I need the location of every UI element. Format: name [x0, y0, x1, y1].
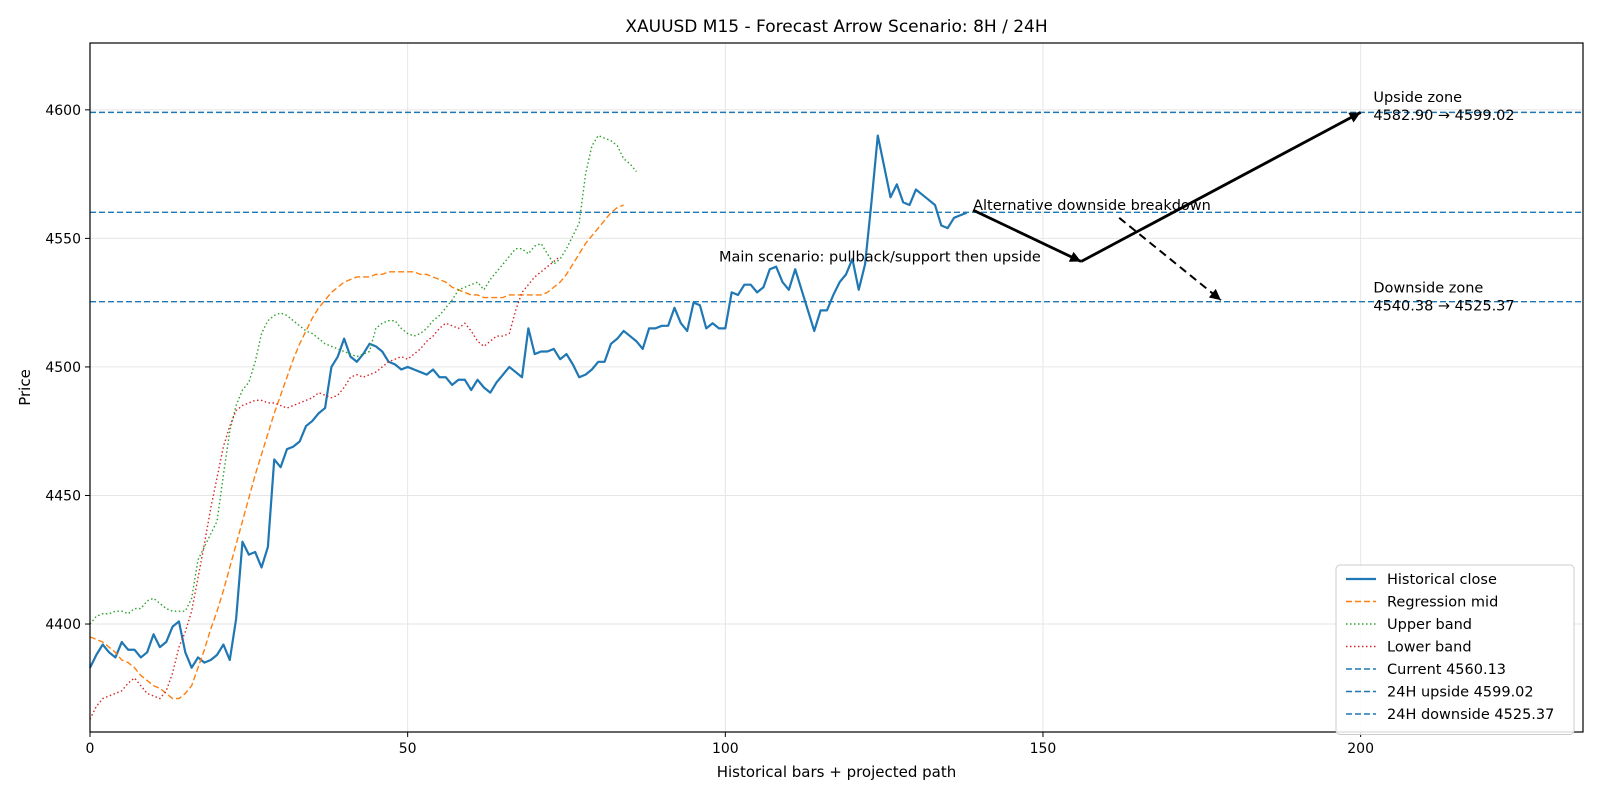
legend-label: 24H downside 4525.37	[1387, 707, 1554, 723]
legend-label: Historical close	[1387, 572, 1497, 588]
scenario-arrows	[972, 111, 1362, 301]
series-lines	[89, 134, 968, 720]
arrow-head	[1068, 251, 1082, 262]
annotation-label: Alternative downside breakdown	[973, 198, 1211, 214]
legend-label: Regression mid	[1387, 595, 1498, 611]
y-tick-label: 4450	[45, 488, 81, 504]
arrow-head	[1348, 112, 1361, 123]
chart-title: XAUUSD M15 - Forecast Arrow Scenario: 8H…	[625, 17, 1047, 37]
y-axis-title: Price	[16, 369, 34, 406]
y-tick-label: 4600	[45, 103, 81, 119]
annotation-label: 4540.38 → 4525.37	[1373, 298, 1514, 314]
x-tick-label: 100	[712, 741, 739, 757]
series-line	[89, 204, 624, 700]
annotation-label: 4582.90 → 4599.02	[1373, 108, 1514, 124]
annotation-label: Main scenario: pullback/support then ups…	[719, 250, 1041, 266]
x-tick-label: 0	[86, 741, 95, 757]
horizontal-levels	[90, 111, 1583, 303]
y-tick-label: 4400	[45, 617, 81, 633]
series-line	[89, 255, 561, 720]
arrow-shaft	[1080, 111, 1362, 263]
legend-label: Current 4560.13	[1387, 662, 1506, 678]
x-tick-label: 200	[1347, 741, 1374, 757]
arrow-shaft	[1118, 217, 1222, 301]
annotations: Upside zone 4582.90 → 4599.02 Alternative …	[719, 90, 1515, 314]
arrow-shaft	[972, 208, 1082, 263]
series-line	[89, 134, 968, 669]
legend: Historical close Regression mid Upper band…	[1335, 564, 1575, 735]
grid	[89, 43, 1583, 732]
y-tick-label: 4550	[45, 231, 81, 247]
legend-box	[1335, 564, 1575, 735]
arrow-head	[1208, 288, 1221, 301]
legend-label: Upper band	[1387, 617, 1472, 633]
legend-label: Lower band	[1387, 640, 1472, 656]
annotation-label: Upside zone	[1373, 90, 1462, 106]
plot-frame	[89, 42, 1584, 733]
series-line	[89, 134, 637, 625]
x-axis-title: Historical bars + projected path	[717, 763, 957, 781]
x-tick-label: 50	[399, 741, 417, 757]
axis-ticks: 0 50 100 150 200 4400 4450 4500 4550 4600	[45, 103, 1374, 757]
x-tick-label: 150	[1030, 741, 1057, 757]
annotation-label: Downside zone	[1373, 280, 1483, 296]
legend-label: 24H upside 4599.02	[1387, 685, 1534, 701]
y-tick-label: 4500	[45, 360, 81, 376]
